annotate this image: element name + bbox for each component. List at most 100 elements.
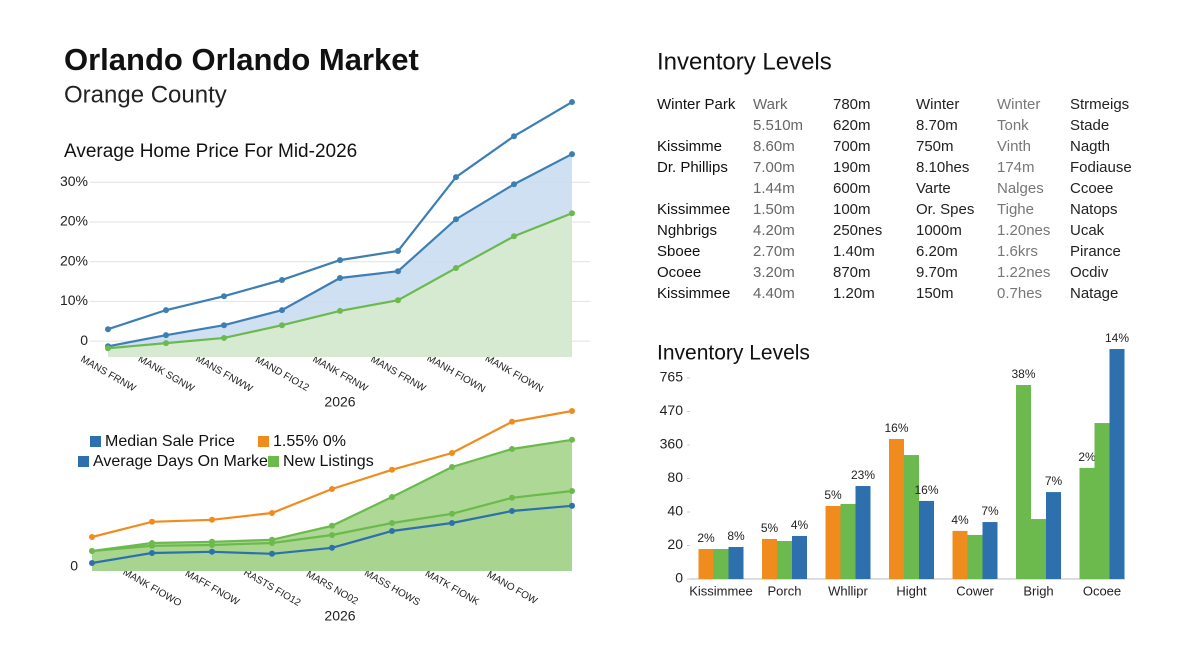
table-cell: 870m	[833, 264, 871, 281]
table-cell: 174m	[997, 159, 1035, 176]
table-cell: Winter	[916, 96, 959, 113]
point	[569, 151, 575, 158]
bar-label: 7%	[981, 504, 999, 518]
table-cell: 4.40m	[753, 285, 795, 302]
chart-title: Average Home Price For Mid-2026	[64, 141, 357, 162]
point	[337, 307, 343, 314]
point	[569, 210, 575, 217]
table-cell: 1.20nes	[997, 222, 1050, 239]
table-cell: Vinth	[997, 138, 1031, 155]
table-cell: 6.20m	[916, 243, 958, 260]
bar-label: 14%	[1105, 331, 1129, 345]
point	[269, 510, 275, 516]
point	[329, 486, 335, 492]
point	[149, 540, 155, 546]
table-cell: Ucak	[1070, 222, 1105, 239]
table-cell: Ccoee	[1070, 180, 1113, 197]
table-cell: Ocdiv	[1070, 264, 1109, 281]
bar-label: 16%	[914, 483, 938, 497]
table-cell: Kissimmee	[657, 285, 730, 302]
y-tick-label: 360	[660, 436, 684, 452]
point	[105, 345, 111, 352]
x-tick-label: MAFF FNOW	[183, 568, 241, 608]
bar	[728, 547, 744, 579]
bar-label: 2%	[1078, 450, 1096, 464]
table-cell: 100m	[833, 201, 871, 218]
bar-label: 38%	[1011, 367, 1035, 381]
x-tick-label: Whllipr	[828, 583, 868, 598]
point	[269, 550, 275, 557]
x-tick-label: MANS FRNW	[78, 354, 137, 395]
bar-label: 4%	[791, 518, 809, 532]
point	[221, 322, 227, 329]
point	[89, 548, 95, 554]
table-cell: 700m	[833, 138, 871, 155]
y-tick-label: 0	[70, 558, 78, 574]
table-cell: 1.44m	[753, 180, 795, 197]
area	[92, 439, 572, 571]
x-tick-label: MANK FIOWO	[121, 567, 183, 609]
bar	[967, 534, 983, 579]
point	[269, 536, 275, 543]
point	[337, 274, 343, 281]
point	[389, 520, 395, 526]
bar-label: 4%	[951, 513, 969, 527]
point	[453, 265, 459, 272]
x-axis-label: 2026	[324, 394, 355, 410]
x-tick-label: MAND FIO12	[253, 354, 311, 394]
y-tick-label: 40	[667, 503, 683, 519]
table-cell: 600m	[833, 180, 871, 197]
bar	[713, 549, 729, 579]
bar	[1109, 349, 1125, 579]
point	[509, 508, 515, 514]
point	[569, 99, 575, 106]
point	[209, 548, 215, 555]
point	[389, 494, 395, 500]
bar-label: 5%	[761, 521, 779, 535]
table-cell: 750m	[916, 138, 954, 155]
table-cell: 4.20m	[753, 222, 795, 239]
point	[89, 534, 95, 540]
bar	[855, 486, 871, 579]
point	[389, 466, 395, 473]
table-cell: Nghbrigs	[657, 222, 717, 239]
x-tick-label: Kissimmee	[689, 583, 753, 598]
bar	[889, 438, 904, 579]
table-cell: 1.20m	[833, 285, 875, 302]
bar-label: 8%	[727, 529, 745, 543]
table-cell: 8.60m	[753, 138, 795, 155]
table-cell: Wark	[753, 96, 788, 113]
x-tick-label: MANS FRNW	[368, 354, 427, 395]
x-tick-label: MANS FNWW	[194, 353, 255, 395]
bar	[1016, 385, 1031, 579]
point	[569, 408, 575, 414]
point	[329, 544, 335, 551]
legend-swatch	[90, 436, 101, 447]
point	[395, 247, 401, 254]
legend-swatch	[78, 456, 89, 467]
x-tick-label: MARS NO02	[304, 569, 360, 608]
y-tick-label: 0	[675, 570, 683, 586]
table-cell: 5.510m	[753, 117, 803, 134]
y-tick-label: 20	[667, 536, 683, 552]
y-tick-label: 765	[660, 369, 684, 385]
bar	[1046, 492, 1061, 579]
table-cell: 620m	[833, 117, 871, 134]
point	[453, 216, 459, 223]
table-cell: 190m	[833, 159, 871, 176]
bar	[792, 535, 807, 579]
bar-label: 23%	[851, 468, 875, 482]
bar	[904, 455, 919, 579]
bar	[982, 522, 998, 579]
point	[221, 293, 227, 300]
point	[329, 532, 335, 538]
legend-swatch	[268, 456, 279, 467]
bar-label: 2%	[697, 531, 715, 545]
legend-label: Average Days On Market	[93, 453, 273, 470]
bar	[762, 538, 777, 579]
table-cell: Fodiause	[1070, 159, 1132, 176]
x-axis-label: 2026	[324, 608, 355, 624]
point	[149, 550, 155, 556]
